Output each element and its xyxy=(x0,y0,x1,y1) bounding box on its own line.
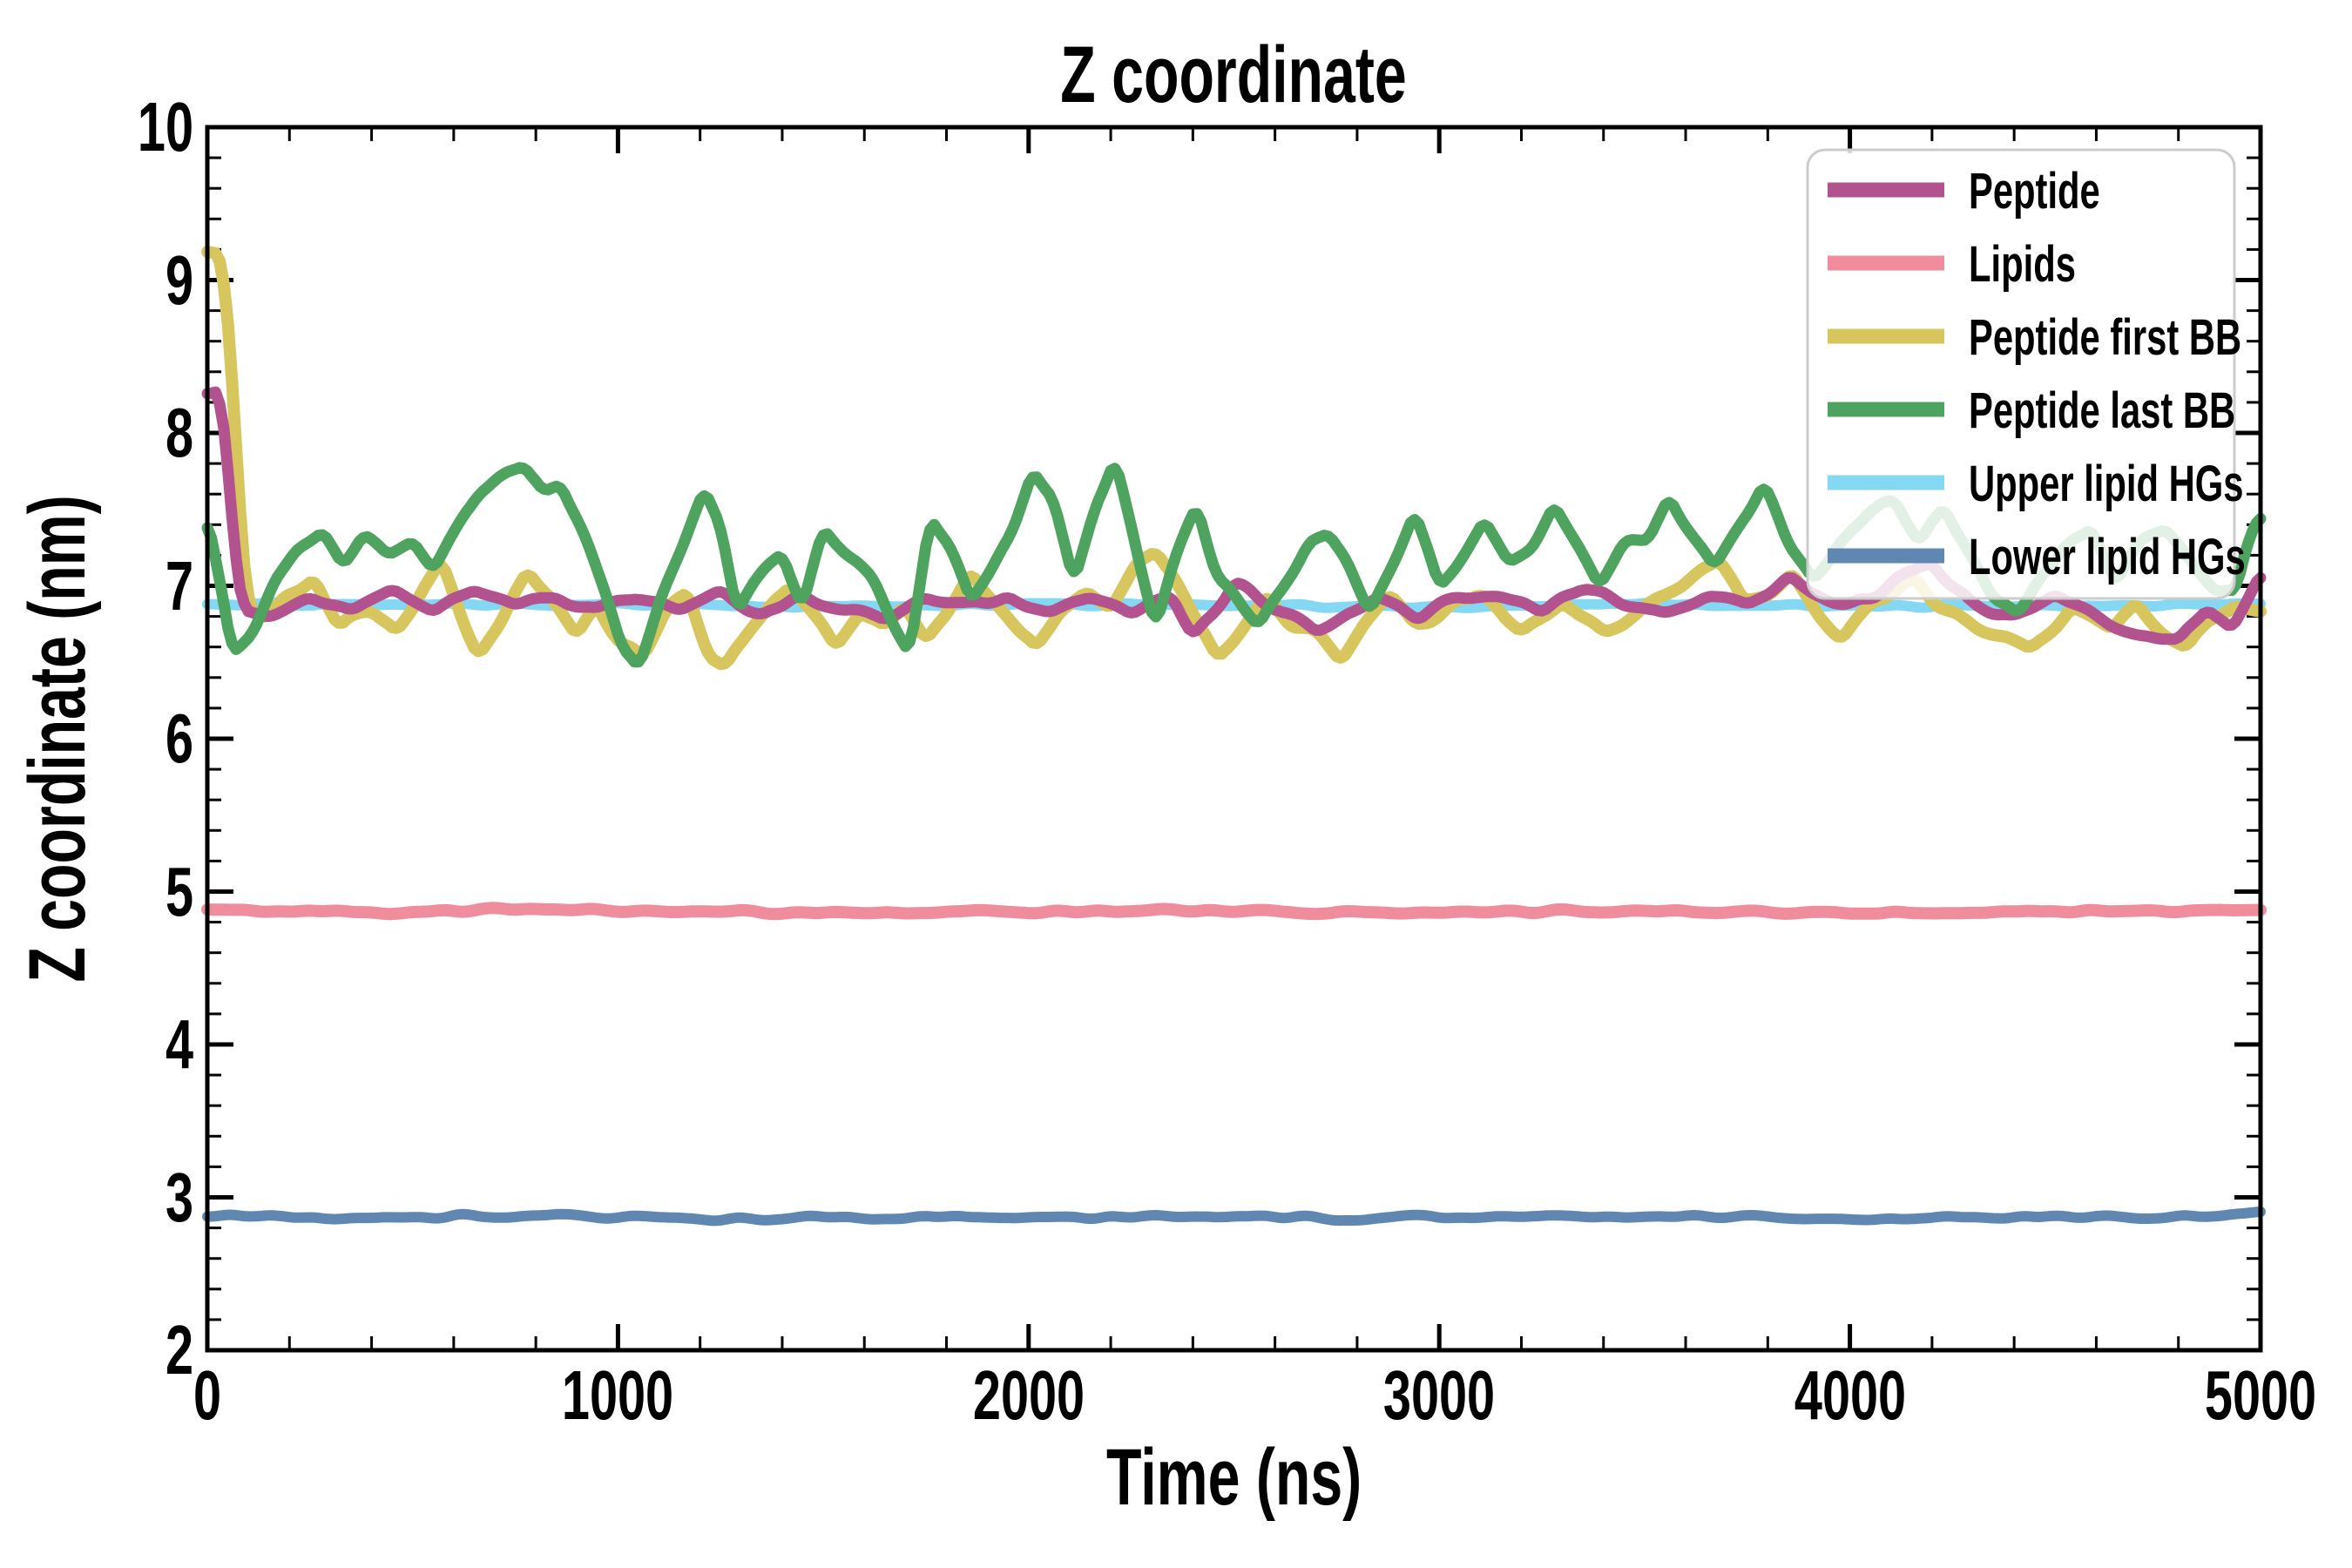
plot-spines xyxy=(205,125,2263,1353)
legend-label-lower-lipid-hgs: Lower lipid HGs xyxy=(1969,528,2246,585)
x-tick-label: 2000 xyxy=(972,1356,1085,1434)
series-line-lipids xyxy=(201,902,2267,921)
x-tick-label: 5000 xyxy=(2204,1356,2317,1434)
y-tick-label: 10 xyxy=(137,88,193,166)
series-line-lower-lipid-hgs xyxy=(202,1206,2266,1227)
legend-label-peptide-last-bb: Peptide last BB xyxy=(1969,382,2235,438)
chart-title: Z coordinate xyxy=(1060,30,1408,119)
x-tick-label: 3000 xyxy=(1383,1356,1496,1434)
x-tick-label: 4000 xyxy=(1794,1356,1906,1434)
y-tick-label: 7 xyxy=(165,546,193,625)
legend-label-lipids: Lipids xyxy=(1969,235,2076,292)
legend-label-peptide-first-bb: Peptide first BB xyxy=(1969,308,2241,365)
y-tick-label: 6 xyxy=(165,700,193,777)
y-tick-label: 2 xyxy=(165,1311,193,1389)
y-tick-label: 4 xyxy=(165,1005,193,1083)
legend-label-upper-lipid-hgs: Upper lipid HGs xyxy=(1969,455,2243,511)
legend-label-peptide: Peptide xyxy=(1969,162,2100,219)
legend: Peptide Lipids Peptide first BB Peptide las… xyxy=(1806,148,2246,600)
y-tick-label: 8 xyxy=(165,394,193,471)
y-tick-label: 5 xyxy=(165,852,193,930)
x-tick-label: 1000 xyxy=(562,1356,674,1434)
y-tick-label: 3 xyxy=(165,1158,193,1236)
y-tick-label: 9 xyxy=(165,240,193,319)
x-axis-label: Time (ns) xyxy=(1105,1433,1362,1522)
x-tick-label: 0 xyxy=(193,1356,222,1434)
